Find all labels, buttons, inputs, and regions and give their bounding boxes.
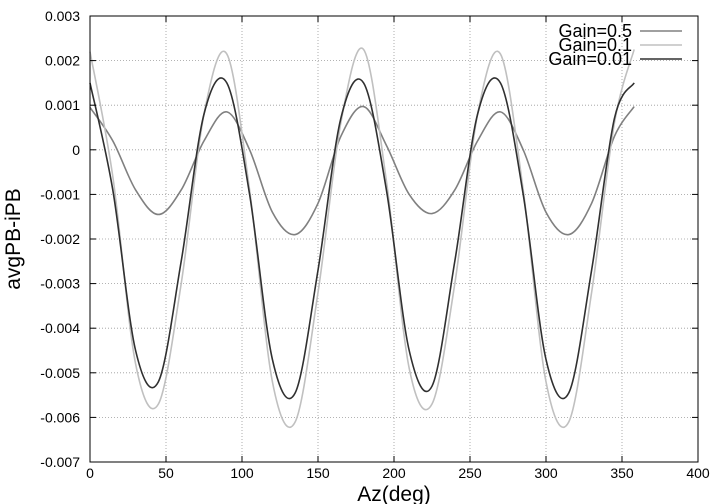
- y-tick-label: -0.005: [40, 365, 80, 381]
- x-axis-title: Az(deg): [357, 483, 431, 504]
- y-tick-label: -0.001: [40, 186, 80, 202]
- x-tick-label: 300: [534, 465, 558, 481]
- legend-label-3: Gain=0.01: [548, 49, 632, 69]
- x-tick-label: 350: [610, 465, 634, 481]
- x-tick-label: 150: [306, 465, 330, 481]
- y-tick-label: -0.002: [40, 231, 80, 247]
- series-layer: [89, 47, 635, 429]
- x-tick-label: 250: [458, 465, 482, 481]
- y-tick-label: -0.006: [40, 409, 80, 425]
- y-tick-label: -0.007: [40, 454, 80, 470]
- x-tick-label: 100: [230, 465, 254, 481]
- x-tick-label: 400: [686, 465, 710, 481]
- legend-label-1: Gain=0.5: [558, 21, 632, 41]
- y-tick-label: 0.001: [45, 97, 80, 113]
- series-line-2: [89, 47, 635, 429]
- series-line-3: [89, 77, 635, 400]
- series-line-1: [89, 105, 635, 236]
- y-tick-label: 0.003: [45, 8, 80, 24]
- axis-ticks: [89, 15, 699, 463]
- y-tick-label: 0.002: [45, 53, 80, 69]
- x-tick-label: 50: [158, 465, 174, 481]
- legend-label-2: Gain=0.1: [558, 35, 632, 55]
- x-tick-label: 200: [382, 465, 406, 481]
- y-tick-label: 0: [72, 142, 80, 158]
- tick-labels: 0 50 100 150 200 250 300 350 400 -0.007 -0.006 -0.0…: [40, 8, 710, 481]
- y-tick-label: -0.004: [40, 320, 80, 336]
- y-tick-label: -0.003: [40, 276, 80, 292]
- y-axis-title: avgPB-iPB: [2, 188, 25, 290]
- x-tick-label: 0: [86, 465, 94, 481]
